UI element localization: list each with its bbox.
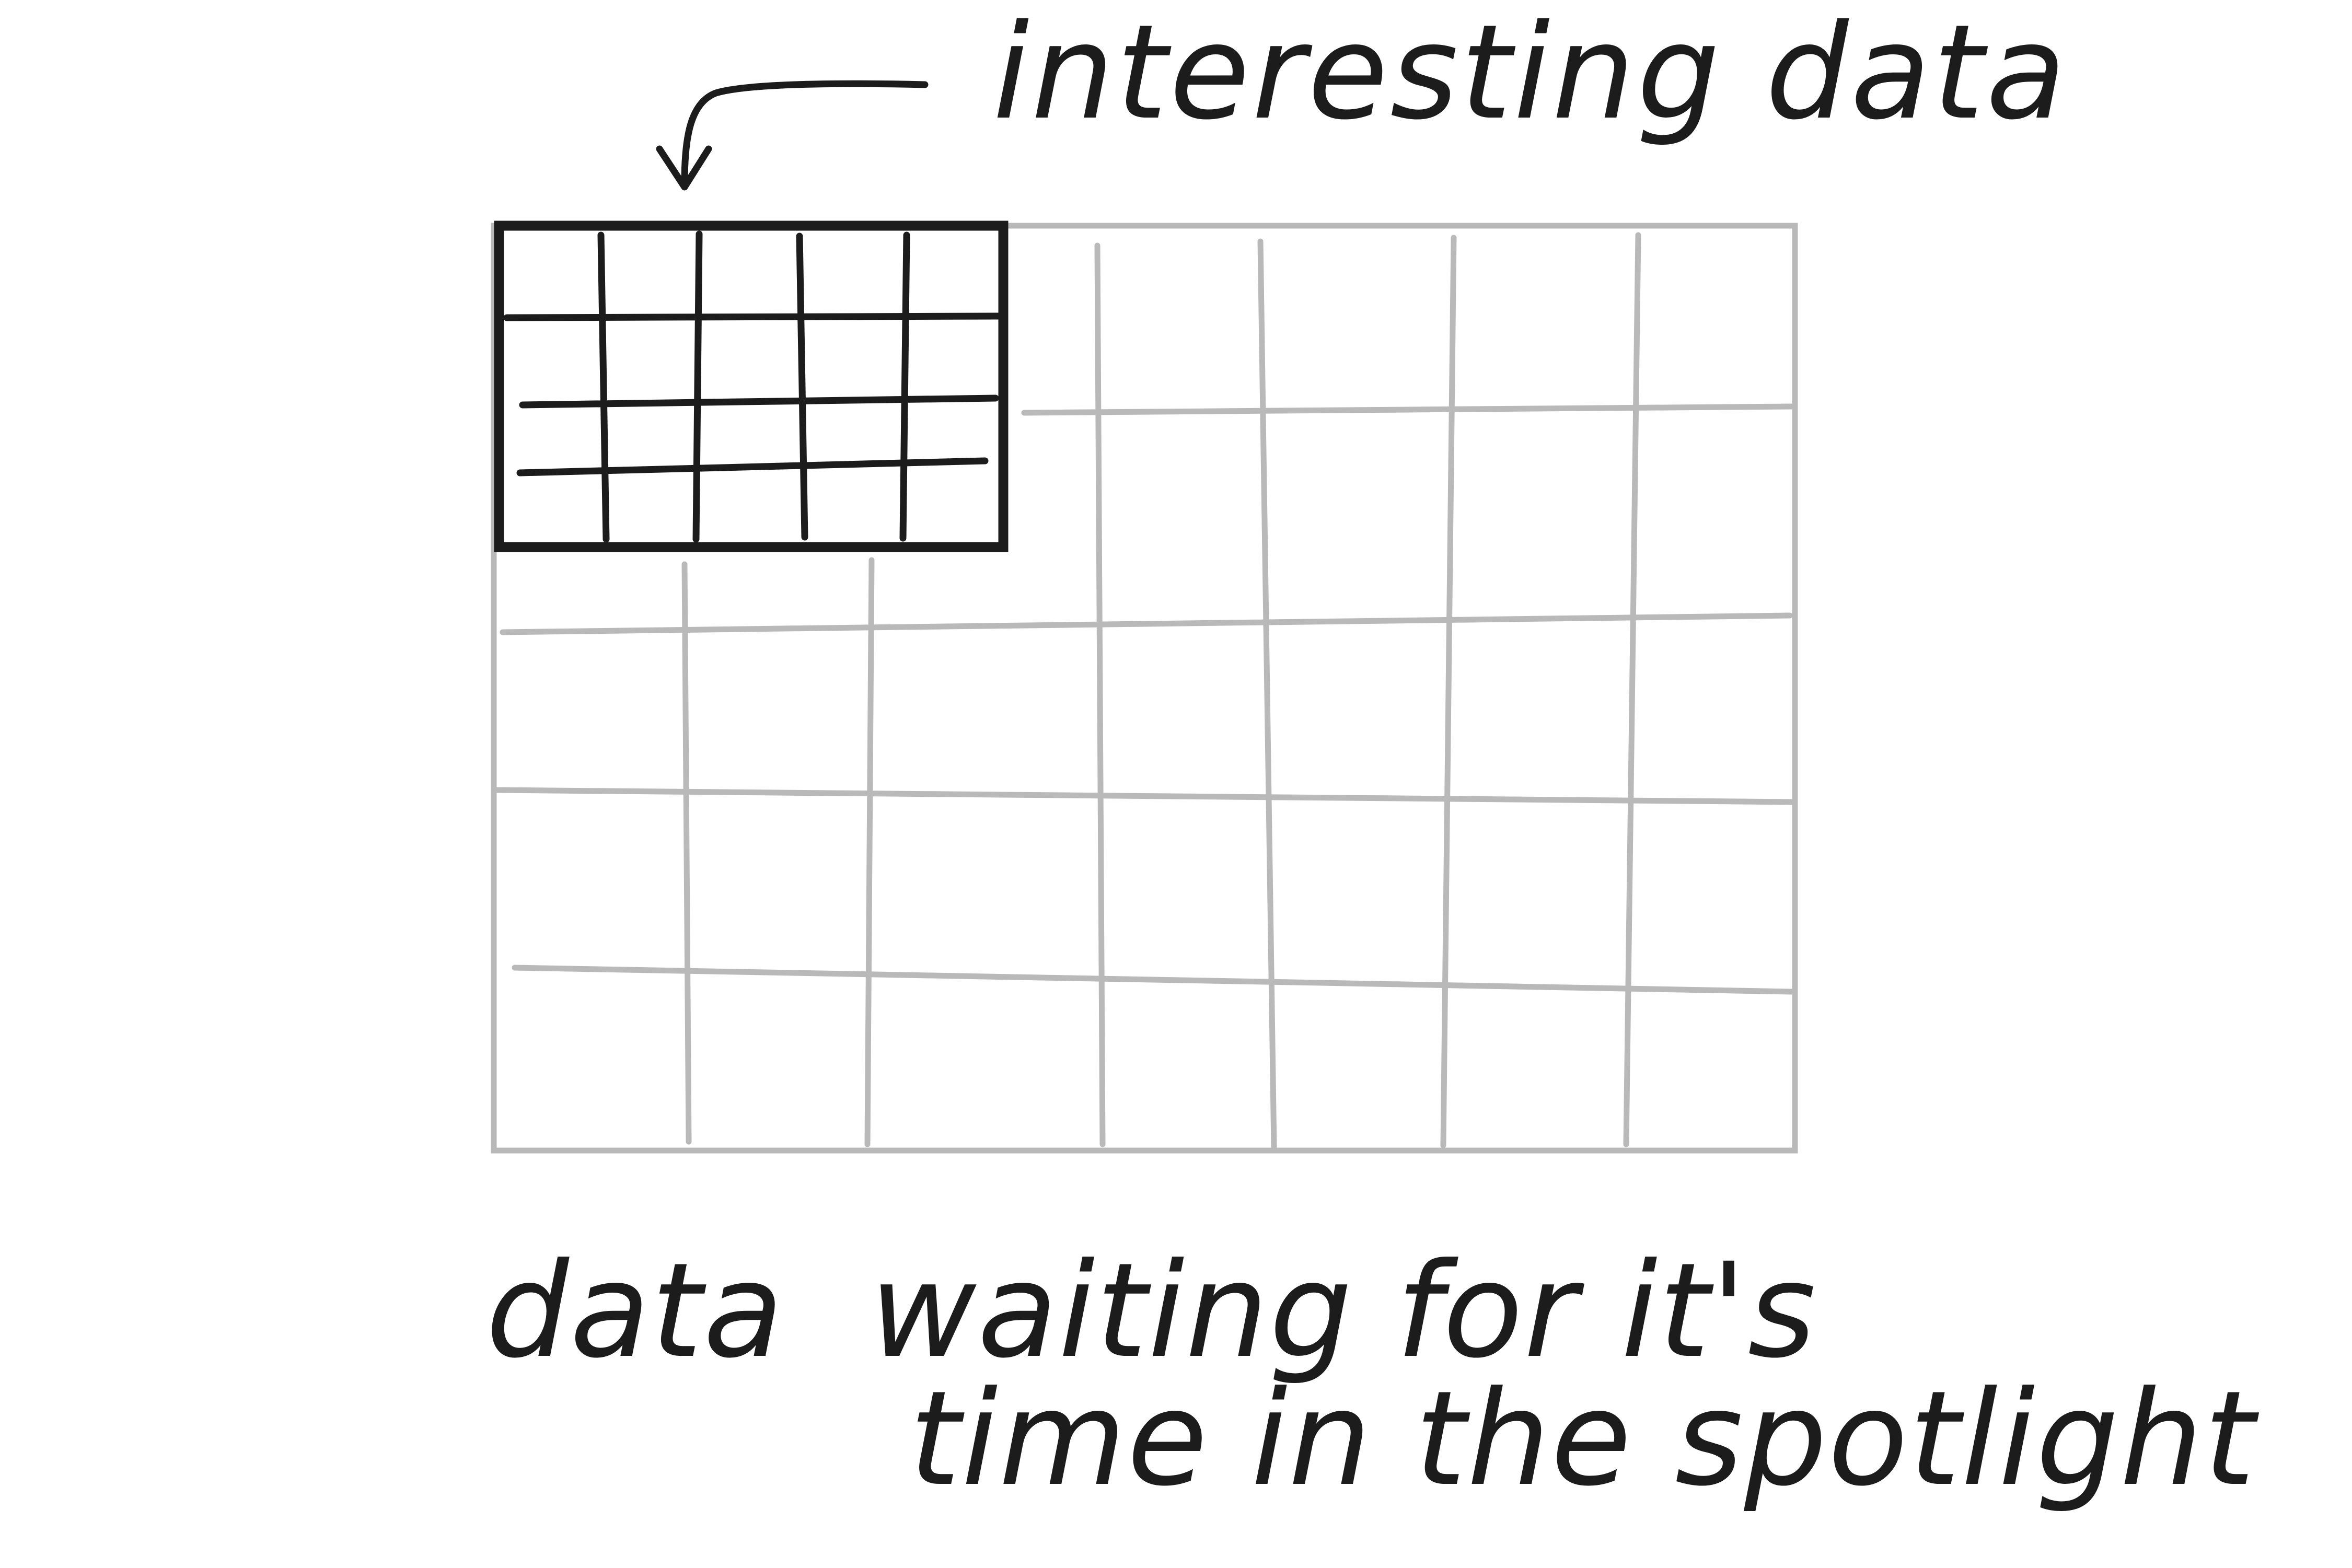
label-data-waiting-line1: data waiting for it's	[486, 1235, 1817, 1387]
curved-arrow-down-icon	[656, 80, 929, 191]
light-grid-vline	[681, 561, 692, 1145]
light-grid-vline	[864, 557, 875, 1147]
dark-grid-vline	[796, 233, 808, 541]
dark-grid-border	[494, 220, 1009, 552]
light-grid-border	[491, 223, 1798, 1154]
light-grid-hline	[512, 965, 1794, 995]
light-grid-hline	[500, 612, 1793, 635]
dark-grid	[494, 220, 1009, 552]
arrow-head	[656, 145, 712, 191]
dark-grid-hline	[503, 312, 1004, 321]
dark-grid-hline	[516, 457, 989, 477]
light-grid-hline	[492, 787, 1797, 805]
light-grid-vline	[1440, 235, 1457, 1148]
label-interesting-data: interesting data	[993, 0, 2068, 148]
dark-grid-vline	[597, 231, 610, 543]
light-grid	[491, 223, 1798, 1154]
light-grid-vline	[1257, 238, 1277, 1150]
label-data-waiting-line2: time in the spotlight	[909, 1363, 2259, 1515]
arrow-shaft	[681, 80, 929, 187]
light-grid-vline	[1094, 242, 1106, 1147]
dark-grid-hline	[519, 394, 999, 409]
dark-grid-vline	[692, 230, 703, 543]
light-grid-vline	[1623, 232, 1641, 1147]
dark-grid-vline	[899, 231, 910, 542]
light-grid-hline	[1021, 403, 1794, 416]
